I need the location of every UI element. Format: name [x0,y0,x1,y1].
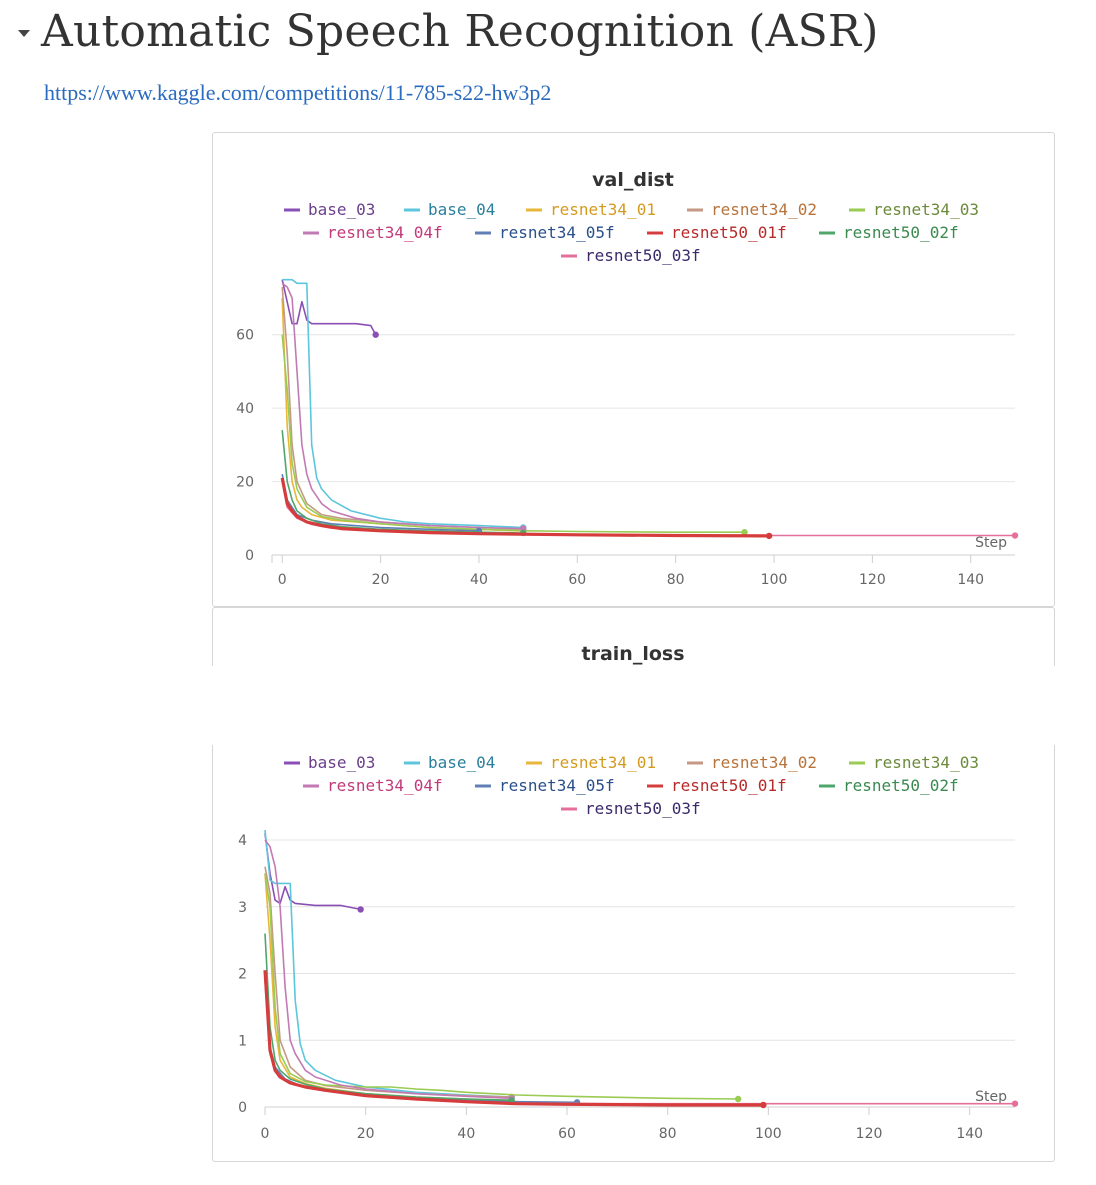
y-tick-label: 0 [238,1100,247,1116]
train-loss-panel: base_03 base_04 resnet34_01 resnet34_02 resn… [212,745,1055,1162]
y-tick-label: 1 [238,1033,247,1049]
x-tick-label: 140 [957,572,984,588]
legend-label-resnet34_01[interactable]: resnet34_01 [550,753,656,772]
y-tick-label: 3 [238,900,247,916]
y-tick-label: 0 [245,548,254,564]
x-tick-label: 120 [856,1126,883,1142]
series-line-resnet34_03 [281,334,745,533]
legend-label-resnet34_03[interactable]: resnet34_03 [873,753,979,772]
series-endpoint-resnet50_01f [765,532,773,540]
series-line-resnet34_04f [264,839,512,1100]
x-tick-label: 140 [956,1126,983,1142]
series-endpoint-resnet34_03 [734,1095,742,1103]
train-loss-panel-header: train_loss [212,607,1055,666]
train-loss-title-area: train_loss [582,643,685,665]
page-title: Automatic Speech Recognition (ASR) [41,6,879,57]
legend-label-resnet34_03[interactable]: resnet34_03 [873,200,979,219]
x-tick-label: 0 [261,1126,270,1142]
series-endpoint-resnet50_01f [760,1101,767,1109]
series-endpoint-base_03 [357,906,364,913]
legend-label-base_03[interactable]: base_03 [308,200,375,219]
val-dist-chart: val_dist base_03 base_04 resnet34_01 resnet3… [236,169,1019,588]
series-line-resnet34_05f [281,474,480,532]
collapse-caret-icon[interactable] [18,30,30,37]
series-line-resnet34_01 [281,297,524,532]
series-endpoint-resnet50_03f [1011,532,1019,539]
x-tick-label: 60 [568,572,586,588]
val-dist-panel: val_dist base_03 base_04 resnet34_01 resnet3… [212,132,1055,607]
section-header: Automatic Speech Recognition (ASR) [18,6,879,57]
legend-label-resnet34_04f[interactable]: resnet34_04f [327,223,443,242]
y-tick-label: 40 [236,401,254,417]
legend-label-resnet50_01f[interactable]: resnet50_01f [671,223,787,242]
legend-label-resnet34_04f[interactable]: resnet34_04f [327,776,443,795]
series-line-resnet50_03f [264,980,1015,1105]
x-axis-label: Step [975,1089,1007,1105]
series-line-base_04 [282,278,524,529]
x-tick-label: 80 [667,572,685,588]
legend-label-resnet34_02[interactable]: resnet34_02 [711,753,817,772]
kaggle-competition-link[interactable]: https://www.kaggle.com/competitions/11-7… [44,80,552,105]
x-tick-label: 20 [357,1126,375,1142]
legend-label-resnet50_03f[interactable]: resnet50_03f [585,246,701,265]
series-line-resnet50_02f [264,933,512,1102]
x-axis-label: Step [975,535,1007,551]
series-line-resnet34_02 [264,866,512,1098]
legend-label-base_03[interactable]: base_03 [308,753,375,772]
x-tick-label: 80 [659,1126,677,1142]
x-tick-label: 60 [558,1126,576,1142]
legend-label-resnet50_03f[interactable]: resnet50_03f [585,799,701,818]
series-endpoint-resnet50_03f [1011,1100,1019,1107]
legend-label-resnet50_01f[interactable]: resnet50_01f [671,776,787,795]
chart-title: train_loss [582,643,685,665]
series-line-resnet34_04f [281,282,524,530]
y-tick-label: 60 [236,328,254,344]
x-tick-label: 0 [278,572,287,588]
x-tick-label: 120 [859,572,886,588]
series-line-base_03 [281,279,377,336]
y-tick-label: 4 [238,833,247,849]
series-line-base_04 [264,829,512,1098]
series-line-resnet50_01f [263,970,764,1107]
series-line-base_03 [264,833,361,911]
x-tick-label: 40 [470,572,488,588]
chart-title: val_dist [592,169,674,191]
legend-label-base_04[interactable]: base_04 [428,200,495,219]
legend-label-resnet34_02[interactable]: resnet34_02 [711,200,817,219]
legend-label-resnet34_01[interactable]: resnet34_01 [550,200,656,219]
y-tick-label: 2 [238,967,247,983]
x-tick-label: 20 [372,572,390,588]
x-tick-label: 40 [457,1126,475,1142]
series-endpoint-resnet34_04f [520,525,527,532]
legend-label-resnet34_05f[interactable]: resnet34_05f [499,223,615,242]
series-endpoint-resnet34_03 [741,529,748,536]
legend-label-resnet50_02f[interactable]: resnet50_02f [843,776,959,795]
legend-label-resnet50_02f[interactable]: resnet50_02f [843,223,959,242]
y-tick-label: 20 [236,475,254,491]
x-tick-label: 100 [761,572,788,588]
legend-label-resnet34_05f[interactable]: resnet34_05f [499,776,615,795]
series-endpoint-base_03 [372,331,379,338]
x-tick-label: 100 [755,1126,782,1142]
series-line-resnet34_03 [264,873,739,1100]
legend-label-base_04[interactable]: base_04 [428,753,495,772]
train-loss-chart: base_03 base_04 resnet34_01 resnet34_02 resn… [238,753,1019,1142]
series-line-resnet50_01f [280,477,770,538]
